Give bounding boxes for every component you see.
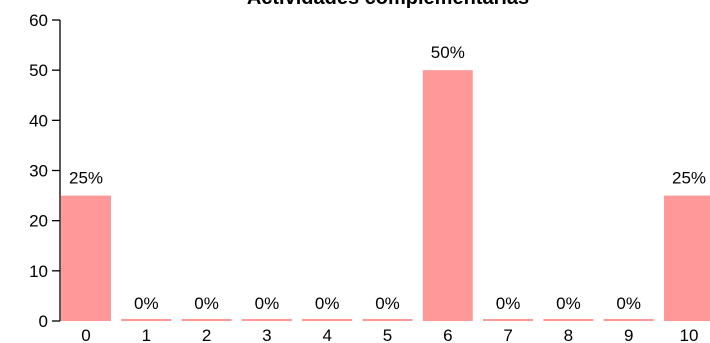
bar-value-label: 0% [315,294,340,313]
bar [121,319,172,321]
bar [422,70,473,322]
bars-group [61,70,710,322]
x-tick-label: 10 [680,326,699,343]
bar-value-label: 50% [431,43,465,62]
x-tick-label: 4 [322,326,331,343]
y-axis: 0 10 20 30 40 50 60 [29,11,61,331]
y-tick-label: 50 [29,61,48,80]
y-tick-label: 0 [39,312,48,331]
x-tick-label: 1 [142,326,151,343]
x-tick-label: 9 [624,326,633,343]
bar-value-label: 0% [255,294,280,313]
bar-value-label: 0% [616,294,641,313]
bar [483,319,534,321]
x-tick-label: 3 [262,326,271,343]
bar-value-label: 0% [496,294,521,313]
x-tick-label: 8 [564,326,573,343]
bar-value-label: 0% [556,294,581,313]
bar [664,195,710,321]
bar [543,319,594,321]
bar-value-label: 0% [194,294,219,313]
x-axis-labels: 0 1 2 3 4 5 6 7 8 9 10 [81,326,698,343]
bar [181,319,232,321]
bar-value-label: 0% [375,294,400,313]
bar-value-label: 25% [672,169,706,188]
y-tick-label: 20 [29,212,48,231]
y-tick-label: 40 [29,111,48,130]
bar [603,319,654,321]
data-labels-group: 25% 0% 0% 0% 0% 0% 50% 0% 0% 0% 25% [69,43,706,313]
bar [61,195,111,321]
x-tick-label: 7 [503,326,512,343]
bar [241,319,292,321]
bar [362,319,413,321]
x-tick-label: 2 [202,326,211,343]
y-tick-label: 10 [29,262,48,281]
y-tick-label: 60 [29,11,48,30]
x-tick-label: 5 [383,326,392,343]
bar-value-label: 0% [134,294,159,313]
y-tick-label: 30 [29,162,48,181]
chart-title: Actividades complementarias [247,0,529,9]
x-tick-label: 0 [81,326,90,343]
bar [302,319,353,321]
x-tick-label: 6 [443,326,452,343]
bar-value-label: 25% [69,169,103,188]
